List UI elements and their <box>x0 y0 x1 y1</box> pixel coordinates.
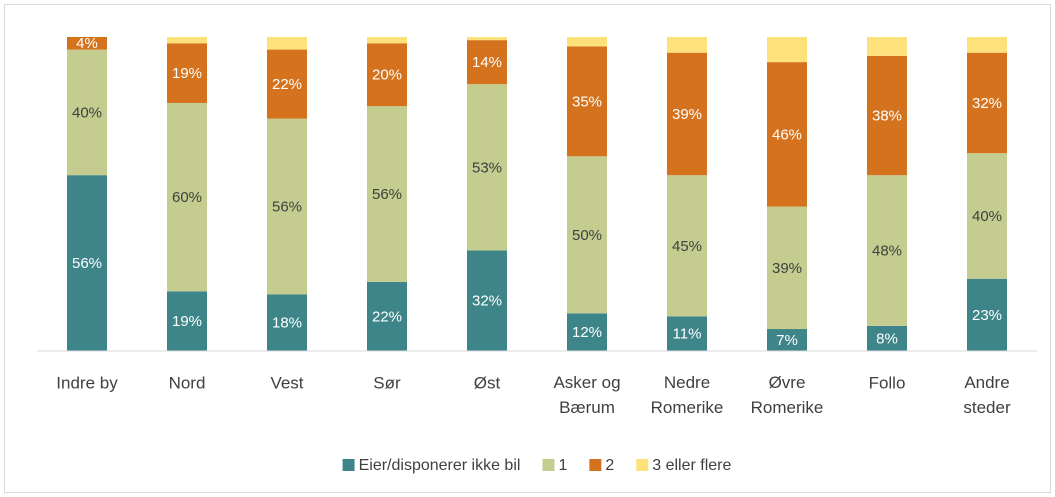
x-tick-label: Follo <box>869 373 906 392</box>
bar-segment <box>267 118 307 295</box>
data-label: 40% <box>972 208 1002 225</box>
bar-segment <box>967 37 1007 53</box>
bar-segment <box>867 55 907 176</box>
bar-segment <box>67 175 107 351</box>
bar-segment <box>467 40 507 85</box>
x-tick-label: Nord <box>169 373 206 392</box>
bar-segment <box>967 278 1007 351</box>
data-label: 14% <box>472 54 502 71</box>
x-tick-label: Øst <box>474 373 501 392</box>
data-label: 60% <box>172 189 202 206</box>
data-label: 40% <box>72 104 102 121</box>
data-label: 12% <box>572 324 602 341</box>
data-label: 38% <box>872 107 902 124</box>
bar-segment <box>667 175 707 317</box>
bar-segment <box>667 316 707 351</box>
bar-segment <box>467 250 507 351</box>
data-label: 48% <box>872 242 902 259</box>
bar-segment <box>367 106 407 282</box>
bar-segment <box>267 37 307 50</box>
x-tick-label: Øvre Romerike <box>751 373 824 417</box>
legend-swatch <box>636 459 649 471</box>
bar-segment <box>367 281 407 351</box>
legend-swatch <box>342 459 355 471</box>
data-label: 56% <box>72 255 102 272</box>
bar-segment <box>867 325 907 351</box>
bar-segment <box>867 175 907 326</box>
data-label: 32% <box>972 95 1002 112</box>
x-tick-label: Vest <box>270 373 303 392</box>
bar-segment <box>167 37 207 44</box>
bar-segment <box>567 46 607 157</box>
data-label: 39% <box>772 260 802 277</box>
data-label: 35% <box>572 93 602 110</box>
bar-segment <box>467 84 507 251</box>
bar-segment <box>567 156 607 314</box>
bar-segment <box>167 102 207 292</box>
x-tick-label: Andre steder <box>963 373 1011 417</box>
bar-segment <box>867 37 907 56</box>
data-label: 4% <box>76 35 98 52</box>
bar-segment <box>67 49 107 176</box>
bar-segment <box>167 291 207 351</box>
legend-item: 1 <box>542 457 567 474</box>
data-label: 53% <box>472 159 502 176</box>
bar-segment <box>767 329 807 351</box>
data-label: 18% <box>272 315 302 332</box>
data-label: 50% <box>572 227 602 244</box>
data-label: 22% <box>272 76 302 93</box>
legend-label: 2 <box>605 457 614 474</box>
bar-segment <box>767 37 807 63</box>
bar-segment <box>767 206 807 330</box>
bar-segment <box>267 49 307 119</box>
data-label: 20% <box>372 67 402 84</box>
legend-item: 2 <box>589 457 614 474</box>
legend-label: 1 <box>558 457 567 474</box>
data-label: 23% <box>972 307 1002 324</box>
data-label: 56% <box>272 199 302 216</box>
data-label: 39% <box>672 106 702 123</box>
data-label: 7% <box>776 332 798 349</box>
bar-segment <box>367 43 407 107</box>
legend-label: 3 eller flere <box>652 457 731 474</box>
bar-segment <box>167 43 207 103</box>
bar-segment <box>967 52 1007 154</box>
legend-swatch <box>589 459 602 471</box>
bar-segment <box>667 37 707 53</box>
legend-label: Eier/disponerer ikke bil <box>359 457 521 474</box>
data-label: 8% <box>876 330 898 347</box>
x-tick-label: Nedre Romerike <box>651 373 724 417</box>
legend-item: 3 eller flere <box>636 457 732 474</box>
x-tick-label: Sør <box>373 373 401 392</box>
bar-segment <box>267 294 307 351</box>
bar-segment <box>67 37 107 50</box>
bar-segment <box>767 62 807 207</box>
bar-segment <box>967 153 1007 279</box>
bar-segment <box>567 37 607 47</box>
data-label: 19% <box>172 65 202 82</box>
bar-segment <box>367 37 407 44</box>
legend-swatch <box>542 459 555 471</box>
data-label: 32% <box>472 293 502 310</box>
data-label: 45% <box>672 238 702 255</box>
bar-segment <box>567 313 607 351</box>
bar-segment <box>667 52 707 176</box>
data-label: 22% <box>372 308 402 325</box>
x-tick-label: Indre by <box>56 373 118 392</box>
data-label: 46% <box>772 126 802 143</box>
legend-item: Eier/disponerer ikke bil <box>342 457 521 474</box>
data-label: 19% <box>172 313 202 330</box>
bar-segment <box>467 37 507 41</box>
data-label: 11% <box>673 326 702 343</box>
x-tick-label: Asker og Bærum <box>553 373 620 417</box>
data-label: 56% <box>372 186 402 203</box>
